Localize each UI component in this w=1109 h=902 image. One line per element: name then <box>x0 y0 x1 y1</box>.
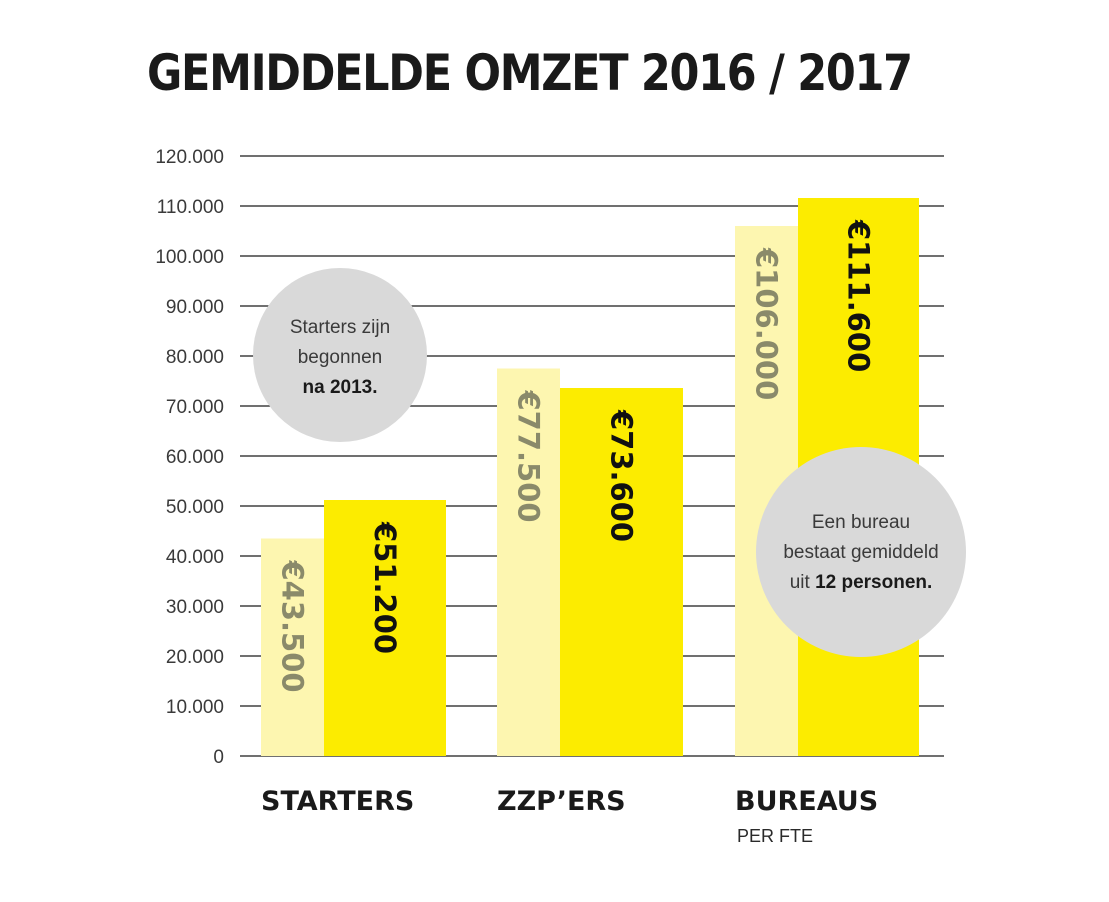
note-circle <box>253 268 427 442</box>
y-tick-label: 20.000 <box>166 647 224 668</box>
bar <box>324 500 446 756</box>
y-tick-label: 90.000 <box>166 297 224 318</box>
chart-title: GEMIDDELDE OMZET 2016 / 2017 <box>147 44 913 102</box>
note-line-mixed: uit 12 personen. <box>790 572 933 593</box>
bar <box>261 538 324 756</box>
note-prefix: uit <box>790 572 815 593</box>
x-axis-categories: STARTERS ZZP’ERS BUREAUS PER FTE <box>261 786 878 846</box>
y-tick-label: 30.000 <box>166 597 224 618</box>
note-circle <box>756 447 966 657</box>
y-axis-ticks: 0 10.000 20.000 30.000 40.000 50.000 60.000 70.… <box>155 147 224 768</box>
data-label: €111.600 <box>842 219 876 372</box>
data-labels: €43.500 €51.200 €77.500 €73.600 €106.000 €111… <box>276 219 876 693</box>
category-label: STARTERS <box>261 786 414 817</box>
note-bold: 12 personen. <box>815 572 932 593</box>
note-line-bold: na 2013. <box>303 377 378 398</box>
note-line: begonnen <box>298 347 383 368</box>
note-line: Starters zijn <box>290 317 390 338</box>
category-label: ZZP’ERS <box>497 786 626 817</box>
y-tick-label: 50.000 <box>166 497 224 518</box>
data-label: €77.500 <box>512 390 546 523</box>
note-line: Een bureau <box>812 512 910 533</box>
y-tick-label: 60.000 <box>166 447 224 468</box>
data-label: €43.500 <box>276 560 310 693</box>
y-tick-label: 40.000 <box>166 547 224 568</box>
category-label: BUREAUS <box>735 786 878 817</box>
y-tick-label: 80.000 <box>166 347 224 368</box>
y-tick-label: 70.000 <box>166 397 224 418</box>
bar <box>497 368 560 756</box>
bureaus-note: Een bureau bestaat gemiddeld uit 12 pers… <box>756 447 966 657</box>
y-tick-label: 110.000 <box>157 197 224 218</box>
y-tick-label: 0 <box>213 747 224 768</box>
y-tick-label: 120.000 <box>155 147 224 168</box>
data-label: €51.200 <box>368 521 402 654</box>
note-line: bestaat gemiddeld <box>783 542 938 563</box>
starters-note: Starters zijn begonnen na 2013. <box>253 268 427 442</box>
y-tick-label: 100.000 <box>155 247 224 268</box>
data-label: €73.600 <box>605 409 639 542</box>
y-tick-label: 10.000 <box>166 697 224 718</box>
bar <box>560 388 683 756</box>
data-label: €106.000 <box>750 247 784 400</box>
category-sublabel: PER FTE <box>737 826 813 846</box>
